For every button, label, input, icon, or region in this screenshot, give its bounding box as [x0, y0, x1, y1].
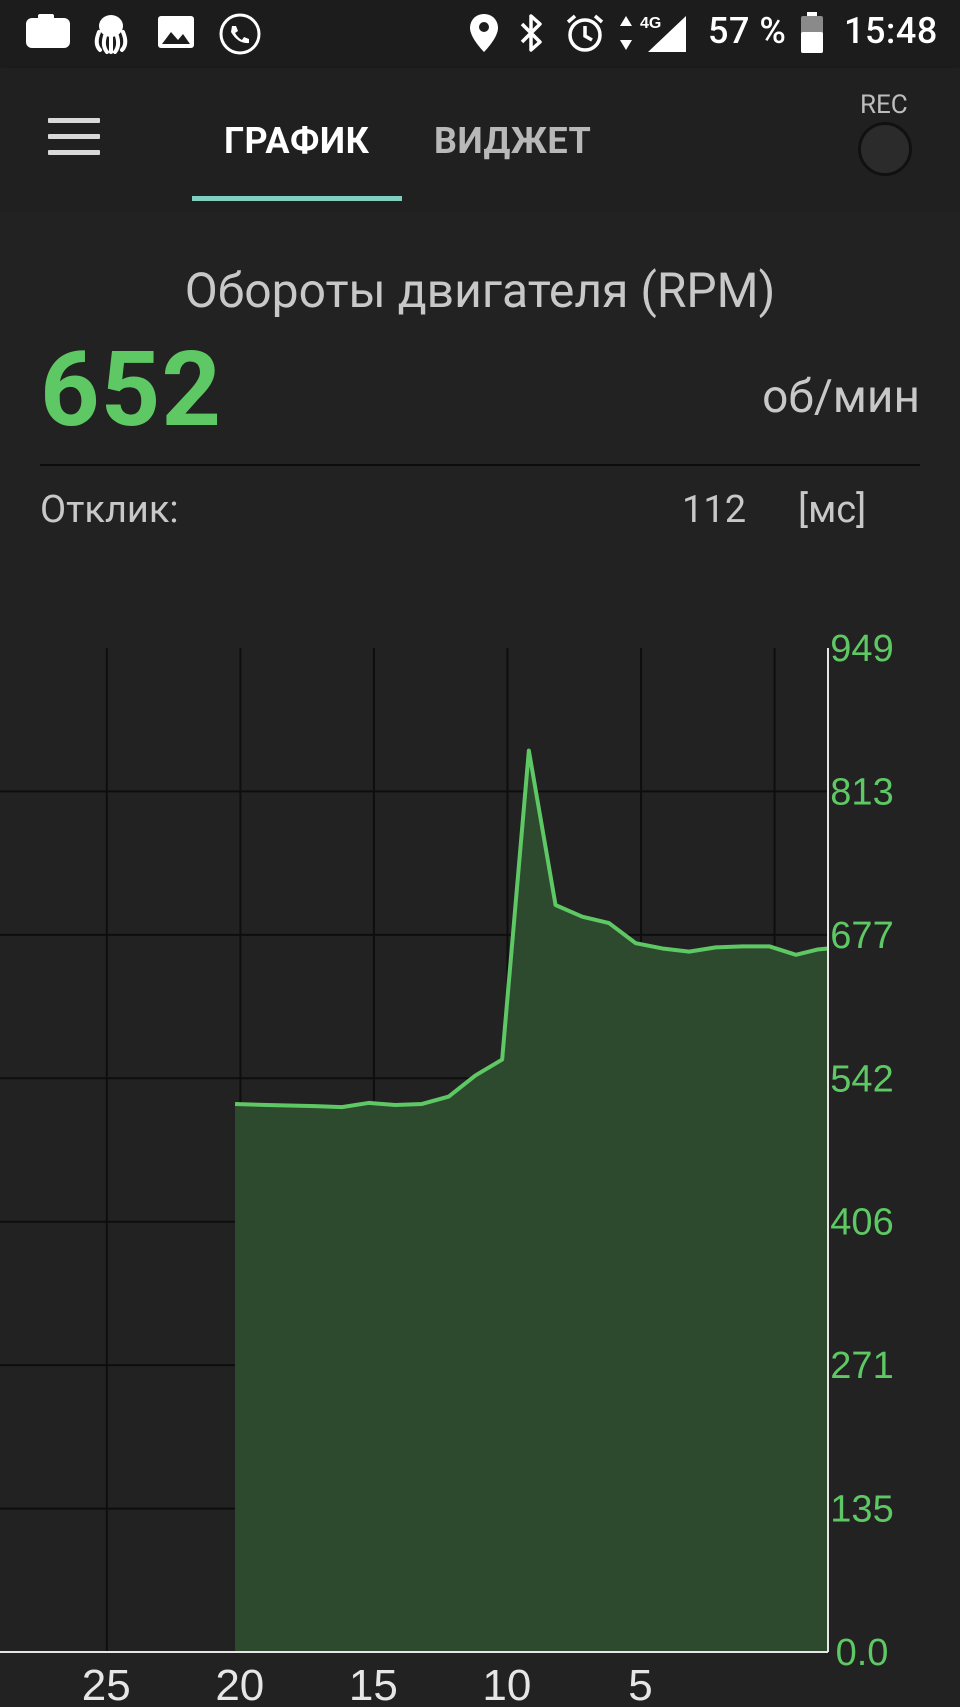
sensor-title: Обороты двигателя (RPM)	[184, 262, 776, 319]
y-tick-labels: 949 813 677 542 406 271 135 0.0	[830, 628, 893, 1674]
rec-label: REC	[860, 90, 908, 120]
current-value: 652	[40, 330, 223, 451]
active-tab-indicator	[192, 196, 402, 201]
status-bar: 4G 57 % 15:48	[0, 0, 960, 68]
record-button[interactable]	[858, 122, 912, 176]
response-label: Отклик:	[40, 488, 179, 532]
x-tick-label: 15	[349, 1661, 398, 1707]
response-value: 112	[682, 488, 747, 532]
y-tick-label: 0.0	[836, 1632, 889, 1674]
y-tick-label: 677	[830, 915, 893, 957]
x-tick-label: 20	[215, 1661, 264, 1707]
x-tick-label: 25	[82, 1661, 131, 1707]
network-type-label: 4G	[640, 15, 661, 32]
y-tick-label: 949	[830, 628, 893, 670]
x-tick-label: 10	[482, 1661, 531, 1707]
location-icon	[470, 14, 498, 52]
tab-graph[interactable]: ГРАФИК	[224, 120, 370, 162]
response-unit: [мс]	[798, 488, 867, 532]
y-tick-label: 813	[830, 771, 893, 813]
clock: 15:48	[844, 10, 938, 52]
bluetooth-icon	[520, 14, 542, 52]
phone-call-icon	[219, 13, 261, 55]
value-unit: об/мин	[762, 370, 920, 424]
y-tick-label: 135	[830, 1489, 893, 1531]
image-icon	[158, 16, 194, 48]
battery-percent: 57 %	[708, 10, 787, 52]
x-tick-label: 5	[628, 1661, 652, 1707]
x-tick-labels: 30252015105	[82, 1661, 653, 1707]
y-tick-label: 406	[830, 1202, 893, 1244]
hamburger-menu-icon[interactable]	[48, 118, 100, 158]
battery-icon	[801, 12, 823, 53]
alarm-icon	[566, 14, 604, 52]
y-tick-label: 271	[830, 1345, 893, 1387]
divider	[40, 464, 920, 466]
app-bar: ГРАФИК ВИДЖЕТ REC	[0, 68, 960, 212]
octopus-icon	[94, 15, 128, 54]
chart-area-fill	[235, 750, 828, 1652]
tab-widget[interactable]: ВИДЖЕТ	[434, 120, 592, 162]
y-tick-label: 542	[830, 1058, 893, 1100]
chart-series-line	[234, 748, 829, 1110]
signal-icon: 4G	[620, 15, 686, 52]
camera-icon	[26, 14, 70, 48]
